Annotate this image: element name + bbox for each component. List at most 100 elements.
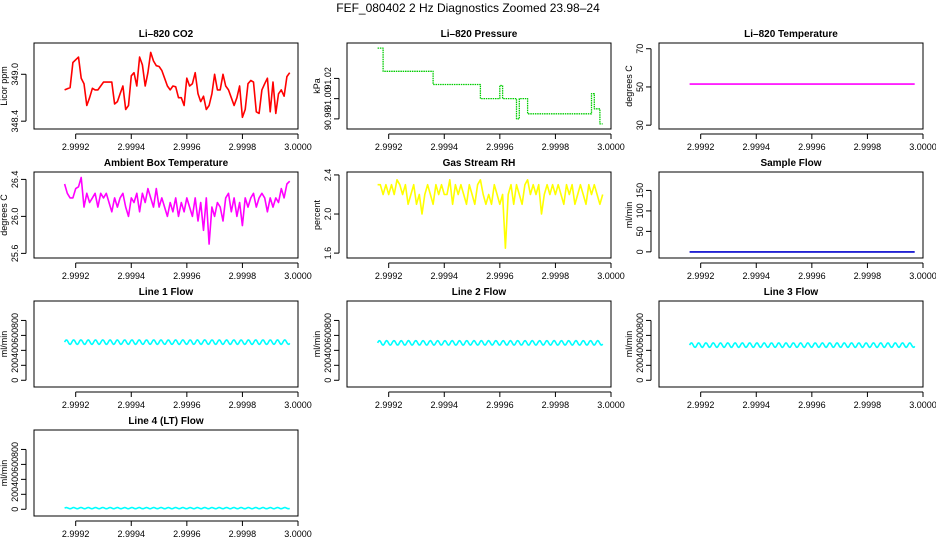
series-line [376,339,604,346]
y-tick-label: 26.0 [10,208,20,226]
series-line [63,176,291,245]
x-tick-label: 2.9992 [375,400,403,410]
series-line [688,342,916,349]
y-tick-label: 150 [635,183,645,198]
y-tick-label: 0 [10,378,20,383]
y-tick-label: 30 [635,120,645,130]
y-tick-label: 90.98 [323,108,333,131]
y-axis-label: kPa [312,78,322,94]
series-line [63,339,291,346]
y-tick-label: 100 [635,203,645,218]
plot-frame [658,42,924,130]
x-tick-label: 3.0000 [284,271,312,281]
x-tick-label: 2.9996 [173,400,201,410]
x-tick-label: 3.0000 [597,142,625,152]
plot-frame [346,300,612,388]
y-axis-label: ml/min [0,460,9,487]
chart-title: Line 1 Flow [139,287,194,298]
series-line [64,506,291,510]
x-tick-label: 2.9998 [229,400,257,410]
x-tick-label: 3.0000 [597,271,625,281]
y-tick-label: 800 [10,442,20,457]
x-tick-label: 2.9992 [375,142,403,152]
x-tick-label: 3.0000 [909,271,936,281]
y-tick-label: 600 [10,328,20,343]
x-tick-label: 2.9996 [798,142,826,152]
x-tick-label: 2.9994 [430,271,458,281]
y-tick-label: 70 [635,44,645,54]
x-tick-label: 2.9992 [62,271,90,281]
y-axis-label: percent [312,199,322,230]
y-tick-label: 200 [635,358,645,373]
x-tick-label: 2.9996 [486,400,514,410]
plot-frame [346,171,612,259]
y-tick-label: 400 [10,472,20,487]
x-tick-label: 2.9994 [742,400,770,410]
x-tick-label: 2.9998 [854,142,882,152]
x-tick-label: 2.9992 [62,529,90,539]
x-tick-label: 2.9994 [117,400,145,410]
chart-title: Li–820 CO2 [139,29,194,40]
y-axis-label: ml/min [624,331,634,358]
x-tick-label: 2.9996 [173,529,201,539]
chart-panel-3: Li–820 Temperature 30 50 70 degrees C 2.9992 2… [624,29,936,152]
plot-frame [33,429,299,517]
y-axis-label: ml/min [624,202,634,229]
y-tick-label: 400 [10,343,20,358]
x-tick-label: 2.9992 [687,142,715,152]
y-tick-label: 91.02 [323,67,333,90]
plot-frame [658,171,924,259]
x-tick-label: 3.0000 [909,400,936,410]
x-tick-label: 2.9992 [62,142,90,152]
x-tick-label: 3.0000 [284,142,312,152]
x-tick-label: 2.9998 [542,400,570,410]
x-tick-label: 2.9998 [542,271,570,281]
x-tick-label: 3.0000 [597,400,625,410]
chart-title: Li–820 Pressure [441,29,518,40]
y-tick-label: 349.0 [10,63,20,86]
y-tick-label: 0 [323,378,333,383]
series-line [377,47,603,125]
y-tick-label: 400 [323,343,333,358]
y-tick-label: 0 [10,507,20,512]
y-tick-label: 600 [323,328,333,343]
x-tick-label: 2.9994 [117,529,145,539]
x-tick-label: 2.9994 [430,142,458,152]
x-tick-label: 2.9992 [62,400,90,410]
plot-frame [33,300,299,388]
x-tick-label: 2.9996 [798,400,826,410]
y-tick-label: 600 [635,328,645,343]
plot-frame [346,42,612,130]
x-tick-label: 2.9998 [854,271,882,281]
chart-title: Line 4 (LT) Flow [128,416,204,427]
x-tick-label: 3.0000 [284,529,312,539]
plot-frame [658,300,924,388]
y-tick-label: 50 [635,82,645,92]
x-tick-label: 2.9992 [375,271,403,281]
y-tick-label: 400 [635,343,645,358]
y-tick-label: 200 [10,487,20,502]
y-axis-label: degrees C [0,194,9,236]
x-tick-label: 2.9996 [798,271,826,281]
x-tick-label: 2.9996 [486,271,514,281]
y-tick-label: 26.4 [10,171,20,189]
x-tick-label: 2.9998 [229,529,257,539]
y-tick-label: 50 [635,226,645,236]
y-tick-label: 600 [10,457,20,472]
chart-title: Ambient Box Temperature [104,158,229,169]
y-tick-label: 200 [10,358,20,373]
y-axis-label: ml/min [0,331,9,358]
x-tick-label: 2.9994 [117,142,145,152]
y-tick-label: 2.0 [323,208,333,221]
chart-title: Line 3 Flow [764,287,819,298]
y-axis-label: ml/min [312,331,322,358]
y-tick-label: 800 [323,313,333,328]
x-tick-label: 3.0000 [909,142,936,152]
chart-title: Sample Flow [760,158,821,169]
